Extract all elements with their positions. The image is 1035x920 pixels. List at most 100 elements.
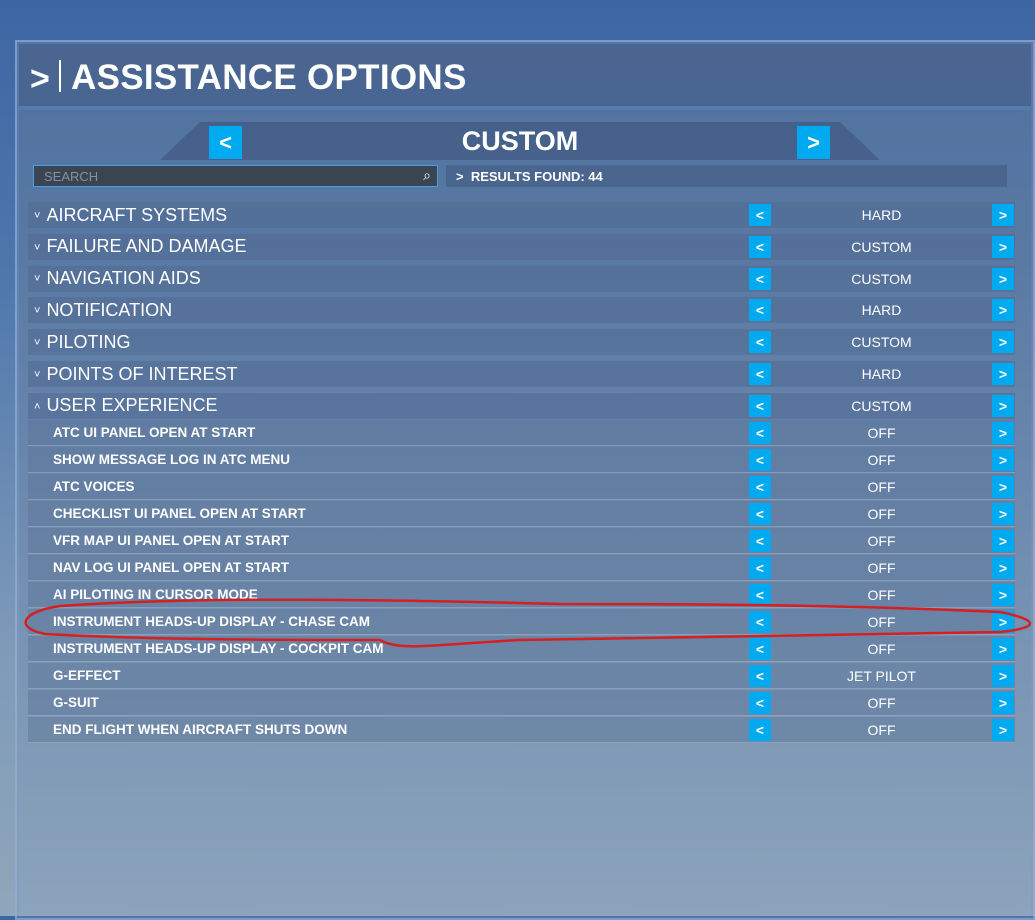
category-row[interactable]: ˅ FAILURE AND DAMAGE < CUSTOM > <box>28 233 1015 260</box>
category-row[interactable]: ˅ NOTIFICATION < HARD > <box>28 297 1015 324</box>
category-row[interactable]: ˅ POINTS OF INTEREST < HARD > <box>28 361 1015 387</box>
label-text: G-SUIT <box>53 695 99 710</box>
row-value: CUSTOM <box>851 334 912 351</box>
option-row[interactable]: VFR MAP UI PANEL OPEN AT START < OFF > <box>28 528 1015 554</box>
next-value-button[interactable]: > <box>992 267 1014 290</box>
next-value-button[interactable]: > <box>992 556 1014 579</box>
option-row[interactable]: G-EFFECT < JET PILOT > <box>28 663 1015 689</box>
next-value-button[interactable]: > <box>992 502 1014 525</box>
search-placeholder: SEARCH <box>44 169 99 184</box>
row-value: OFF <box>867 721 896 738</box>
option-row[interactable]: INSTRUMENT HEADS-UP DISPLAY - COCKPIT CA… <box>28 636 1015 662</box>
results-text: RESULTS FOUND: 44 <box>470 169 603 184</box>
prev-value-button[interactable]: < <box>749 267 771 290</box>
prev-value-button[interactable]: < <box>749 394 771 417</box>
chevron-right-icon: > <box>30 60 50 98</box>
divider <box>59 60 61 92</box>
prev-value-button[interactable]: < <box>749 502 771 525</box>
prev-value-button[interactable]: < <box>749 235 771 258</box>
prev-value-button[interactable]: < <box>749 718 771 741</box>
next-value-button[interactable]: > <box>992 299 1014 322</box>
label-text: USER EXPERIENCE <box>46 395 218 416</box>
row-label: END FLIGHT WHEN AIRCRAFT SHUTS DOWN <box>28 722 347 737</box>
row-label: INSTRUMENT HEADS-UP DISPLAY - COCKPIT CA… <box>28 641 384 656</box>
search-input[interactable]: SEARCH ⌕ <box>33 165 438 187</box>
label-text: CHECKLIST UI PANEL OPEN AT START <box>53 506 306 521</box>
prev-value-button[interactable]: < <box>749 583 771 606</box>
row-label: ˄ USER EXPERIENCE <box>28 395 217 416</box>
category-row[interactable]: ˅ PILOTING < CUSTOM > <box>28 329 1015 356</box>
next-value-button[interactable]: > <box>992 691 1014 714</box>
option-row[interactable]: AI PILOTING IN CURSOR MODE < OFF > <box>28 582 1015 608</box>
next-value-button[interactable]: > <box>992 394 1014 417</box>
prev-value-button[interactable]: < <box>749 363 771 385</box>
category-row[interactable]: ˅ NAVIGATION AIDS < CUSTOM > <box>28 265 1015 292</box>
search-icon[interactable]: ⌕ <box>423 167 431 183</box>
option-row[interactable]: END FLIGHT WHEN AIRCRAFT SHUTS DOWN < OF… <box>28 717 1015 743</box>
row-value: CUSTOM <box>851 270 912 287</box>
next-value-button[interactable]: > <box>992 421 1014 444</box>
row-label: ˅ AIRCRAFT SYSTEMS <box>28 205 227 226</box>
prev-value-button[interactable]: < <box>749 448 771 471</box>
row-label: G-SUIT <box>28 695 99 710</box>
row-value: OFF <box>867 640 896 657</box>
row-value: OFF <box>867 478 896 495</box>
next-value-button[interactable]: > <box>992 235 1014 258</box>
prev-value-button[interactable]: < <box>749 664 771 687</box>
label-text: POINTS OF INTEREST <box>46 363 238 384</box>
category-row[interactable]: ˅ AIRCRAFT SYSTEMS < HARD > <box>28 202 1015 228</box>
row-value: HARD <box>861 366 902 382</box>
label-text: NAVIGATION AIDS <box>46 268 201 289</box>
label-text: AI PILOTING IN CURSOR MODE <box>53 587 258 602</box>
chevron-down-icon[interactable]: ˅ <box>34 305 41 318</box>
preset-value: CUSTOM <box>461 126 579 156</box>
prev-value-button[interactable]: < <box>749 299 771 322</box>
prev-value-button[interactable]: < <box>749 529 771 552</box>
next-value-button[interactable]: > <box>992 363 1014 385</box>
row-value: OFF <box>867 505 896 522</box>
label-text: AIRCRAFT SYSTEMS <box>46 204 228 225</box>
option-row[interactable]: INSTRUMENT HEADS-UP DISPLAY - CHASE CAM … <box>28 609 1015 635</box>
option-row[interactable]: G-SUIT < OFF > <box>28 690 1015 716</box>
option-row[interactable]: ATC VOICES < OFF > <box>28 474 1015 500</box>
row-value: HARD <box>861 207 902 223</box>
next-value-button[interactable]: > <box>992 331 1014 354</box>
chevron-down-icon[interactable]: ˅ <box>34 336 41 349</box>
next-value-button[interactable]: > <box>992 637 1014 660</box>
prev-value-button[interactable]: < <box>749 204 771 226</box>
category-row[interactable]: ˄ USER EXPERIENCE < CUSTOM > <box>28 392 1015 419</box>
next-value-button[interactable]: > <box>992 610 1014 633</box>
option-row[interactable]: CHECKLIST UI PANEL OPEN AT START < OFF > <box>28 501 1015 527</box>
row-label: ATC UI PANEL OPEN AT START <box>28 425 255 440</box>
label-text: NOTIFICATION <box>46 299 173 320</box>
option-row[interactable]: SHOW MESSAGE LOG IN ATC MENU < OFF > <box>28 447 1015 473</box>
chevron-down-icon[interactable]: ˅ <box>34 241 41 254</box>
next-value-button[interactable]: > <box>992 475 1014 498</box>
prev-value-button[interactable]: < <box>749 691 771 714</box>
option-row[interactable]: NAV LOG UI PANEL OPEN AT START < OFF > <box>28 555 1015 581</box>
row-value: CUSTOM <box>851 238 912 255</box>
label-text: INSTRUMENT HEADS-UP DISPLAY - CHASE CAM <box>53 614 371 629</box>
preset-prev-button[interactable]: < <box>209 126 242 159</box>
label-text: PILOTING <box>46 331 131 352</box>
prev-value-button[interactable]: < <box>749 331 771 354</box>
prev-value-button[interactable]: < <box>749 475 771 498</box>
next-value-button[interactable]: > <box>992 664 1014 687</box>
label-text: FAILURE AND DAMAGE <box>46 236 247 257</box>
chevron-down-icon[interactable]: ˅ <box>34 209 41 222</box>
next-value-button[interactable]: > <box>992 448 1014 471</box>
prev-value-button[interactable]: < <box>749 556 771 579</box>
chevron-up-icon[interactable]: ˄ <box>34 400 41 413</box>
option-row[interactable]: ATC UI PANEL OPEN AT START < OFF > <box>28 420 1015 446</box>
prev-value-button[interactable]: < <box>749 421 771 444</box>
next-value-button[interactable]: > <box>992 718 1014 741</box>
preset-next-button[interactable]: > <box>797 126 830 159</box>
next-value-button[interactable]: > <box>992 583 1014 606</box>
next-value-button[interactable]: > <box>992 529 1014 552</box>
row-value: OFF <box>867 424 896 441</box>
prev-value-button[interactable]: < <box>749 610 771 633</box>
chevron-down-icon[interactable]: ˅ <box>34 273 41 286</box>
next-value-button[interactable]: > <box>992 204 1014 226</box>
chevron-down-icon[interactable]: ˅ <box>34 368 41 381</box>
prev-value-button[interactable]: < <box>749 637 771 660</box>
